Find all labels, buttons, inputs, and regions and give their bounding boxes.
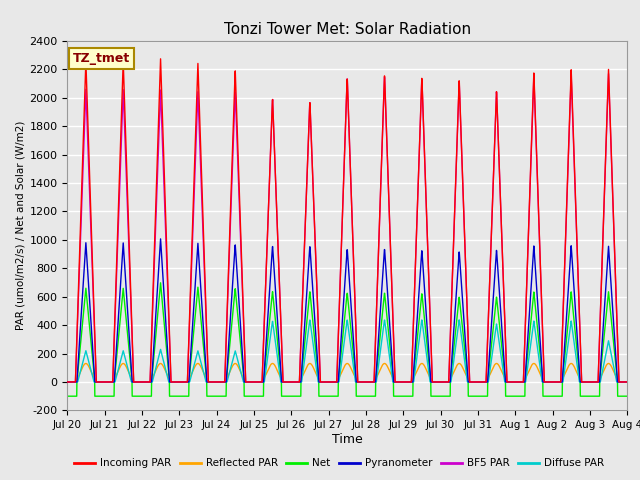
Title: Tonzi Tower Met: Solar Radiation: Tonzi Tower Met: Solar Radiation — [223, 22, 471, 37]
Text: TZ_tmet: TZ_tmet — [73, 52, 130, 65]
Y-axis label: PAR (umol/m2/s) / Net and Solar (W/m2): PAR (umol/m2/s) / Net and Solar (W/m2) — [15, 121, 25, 330]
Legend: Incoming PAR, Reflected PAR, Net, Pyranometer, BF5 PAR, Diffuse PAR: Incoming PAR, Reflected PAR, Net, Pyrano… — [70, 454, 609, 472]
X-axis label: Time: Time — [332, 433, 363, 446]
